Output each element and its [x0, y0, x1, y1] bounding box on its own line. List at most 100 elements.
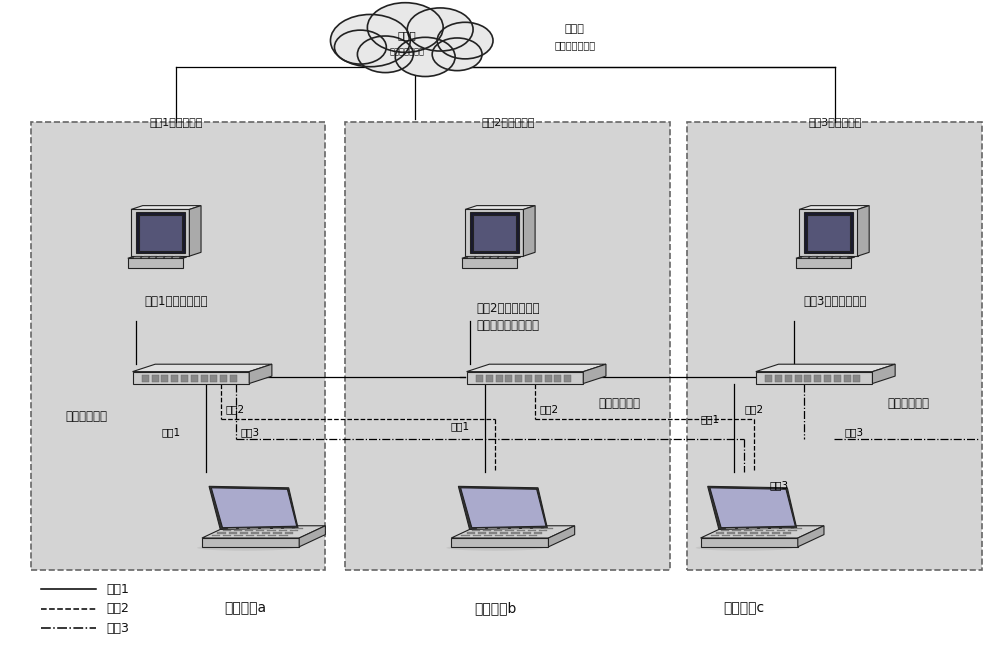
Polygon shape [767, 535, 775, 537]
Polygon shape [782, 527, 791, 529]
Polygon shape [765, 375, 772, 382]
Polygon shape [230, 375, 237, 382]
Polygon shape [256, 530, 264, 531]
Circle shape [437, 22, 493, 59]
Polygon shape [795, 375, 802, 382]
Polygon shape [228, 527, 236, 529]
Polygon shape [564, 375, 571, 382]
Polygon shape [295, 527, 303, 529]
Polygon shape [240, 533, 248, 534]
Polygon shape [495, 535, 503, 537]
Polygon shape [515, 375, 522, 382]
Text: 信道3: 信道3 [769, 480, 788, 490]
Text: 以太网交换机: 以太网交换机 [65, 409, 107, 422]
Text: 信道2: 信道2 [226, 405, 245, 415]
Polygon shape [461, 488, 546, 527]
Polygon shape [299, 525, 325, 547]
Text: 信道3: 信道3 [106, 622, 129, 635]
Text: 实物节点c: 实物节点c [724, 602, 765, 615]
Polygon shape [210, 375, 217, 382]
Polygon shape [290, 530, 298, 531]
Polygon shape [778, 535, 786, 537]
Text: 子网3拓扑控制节点: 子网3拓扑控制节点 [803, 295, 867, 308]
Polygon shape [152, 375, 159, 382]
Text: 局域网: 局域网 [565, 24, 585, 35]
Polygon shape [189, 205, 201, 256]
Text: 实物节点b: 实物节点b [474, 602, 516, 615]
Polygon shape [500, 527, 508, 529]
Polygon shape [772, 533, 780, 534]
Polygon shape [136, 213, 185, 253]
Polygon shape [807, 215, 850, 251]
Polygon shape [458, 486, 547, 529]
FancyBboxPatch shape [31, 122, 325, 569]
Polygon shape [761, 533, 769, 534]
Polygon shape [844, 375, 851, 382]
Polygon shape [483, 530, 491, 531]
Polygon shape [744, 535, 753, 537]
Polygon shape [721, 530, 729, 531]
Polygon shape [545, 375, 552, 382]
Polygon shape [783, 533, 791, 534]
Polygon shape [701, 538, 798, 547]
Polygon shape [470, 213, 519, 253]
Circle shape [395, 37, 455, 77]
Polygon shape [261, 527, 270, 529]
Text: （有线或无线）: （有线或无线） [554, 40, 595, 50]
Polygon shape [181, 375, 188, 382]
Polygon shape [139, 215, 182, 251]
Polygon shape [738, 533, 747, 534]
Polygon shape [484, 535, 492, 537]
Polygon shape [777, 530, 785, 531]
Polygon shape [465, 209, 523, 256]
Polygon shape [727, 533, 735, 534]
Polygon shape [517, 535, 526, 537]
Text: 子网2拓扑控制节点
（主拓扑控制节点）: 子网2拓扑控制节点 （主拓扑控制节点） [476, 302, 540, 332]
Polygon shape [251, 533, 259, 534]
Polygon shape [245, 530, 253, 531]
Text: 信道3: 信道3 [844, 428, 863, 438]
Polygon shape [788, 530, 797, 531]
Polygon shape [217, 533, 226, 534]
Polygon shape [799, 205, 869, 209]
Polygon shape [462, 257, 521, 258]
Text: 信道2: 信道2 [744, 405, 763, 415]
Text: 信道2: 信道2 [106, 602, 129, 615]
Polygon shape [128, 258, 183, 268]
Circle shape [330, 14, 410, 67]
Circle shape [432, 38, 482, 71]
Polygon shape [220, 375, 227, 382]
Polygon shape [517, 530, 525, 531]
Polygon shape [467, 372, 583, 384]
Polygon shape [535, 375, 542, 382]
Ellipse shape [446, 545, 544, 551]
Polygon shape [533, 527, 541, 529]
Text: 信道1: 信道1 [162, 428, 181, 438]
Polygon shape [749, 527, 757, 529]
Text: 信道1: 信道1 [700, 415, 719, 424]
Polygon shape [467, 364, 606, 372]
Polygon shape [796, 257, 855, 258]
Polygon shape [488, 527, 497, 529]
Polygon shape [710, 488, 795, 527]
Polygon shape [191, 375, 198, 382]
Polygon shape [744, 530, 752, 531]
Polygon shape [268, 535, 276, 537]
Polygon shape [476, 375, 483, 382]
Polygon shape [279, 530, 287, 531]
Polygon shape [554, 375, 561, 382]
Polygon shape [511, 527, 519, 529]
Polygon shape [249, 364, 272, 384]
Polygon shape [834, 375, 841, 382]
Polygon shape [451, 538, 548, 547]
Polygon shape [583, 364, 606, 384]
Text: 以太网交换机: 以太网交换机 [888, 397, 930, 409]
Polygon shape [202, 538, 299, 547]
Polygon shape [229, 533, 237, 534]
Polygon shape [133, 364, 272, 372]
Polygon shape [285, 533, 293, 534]
Polygon shape [794, 527, 802, 529]
Polygon shape [756, 372, 872, 384]
Polygon shape [505, 375, 512, 382]
Polygon shape [211, 488, 297, 527]
